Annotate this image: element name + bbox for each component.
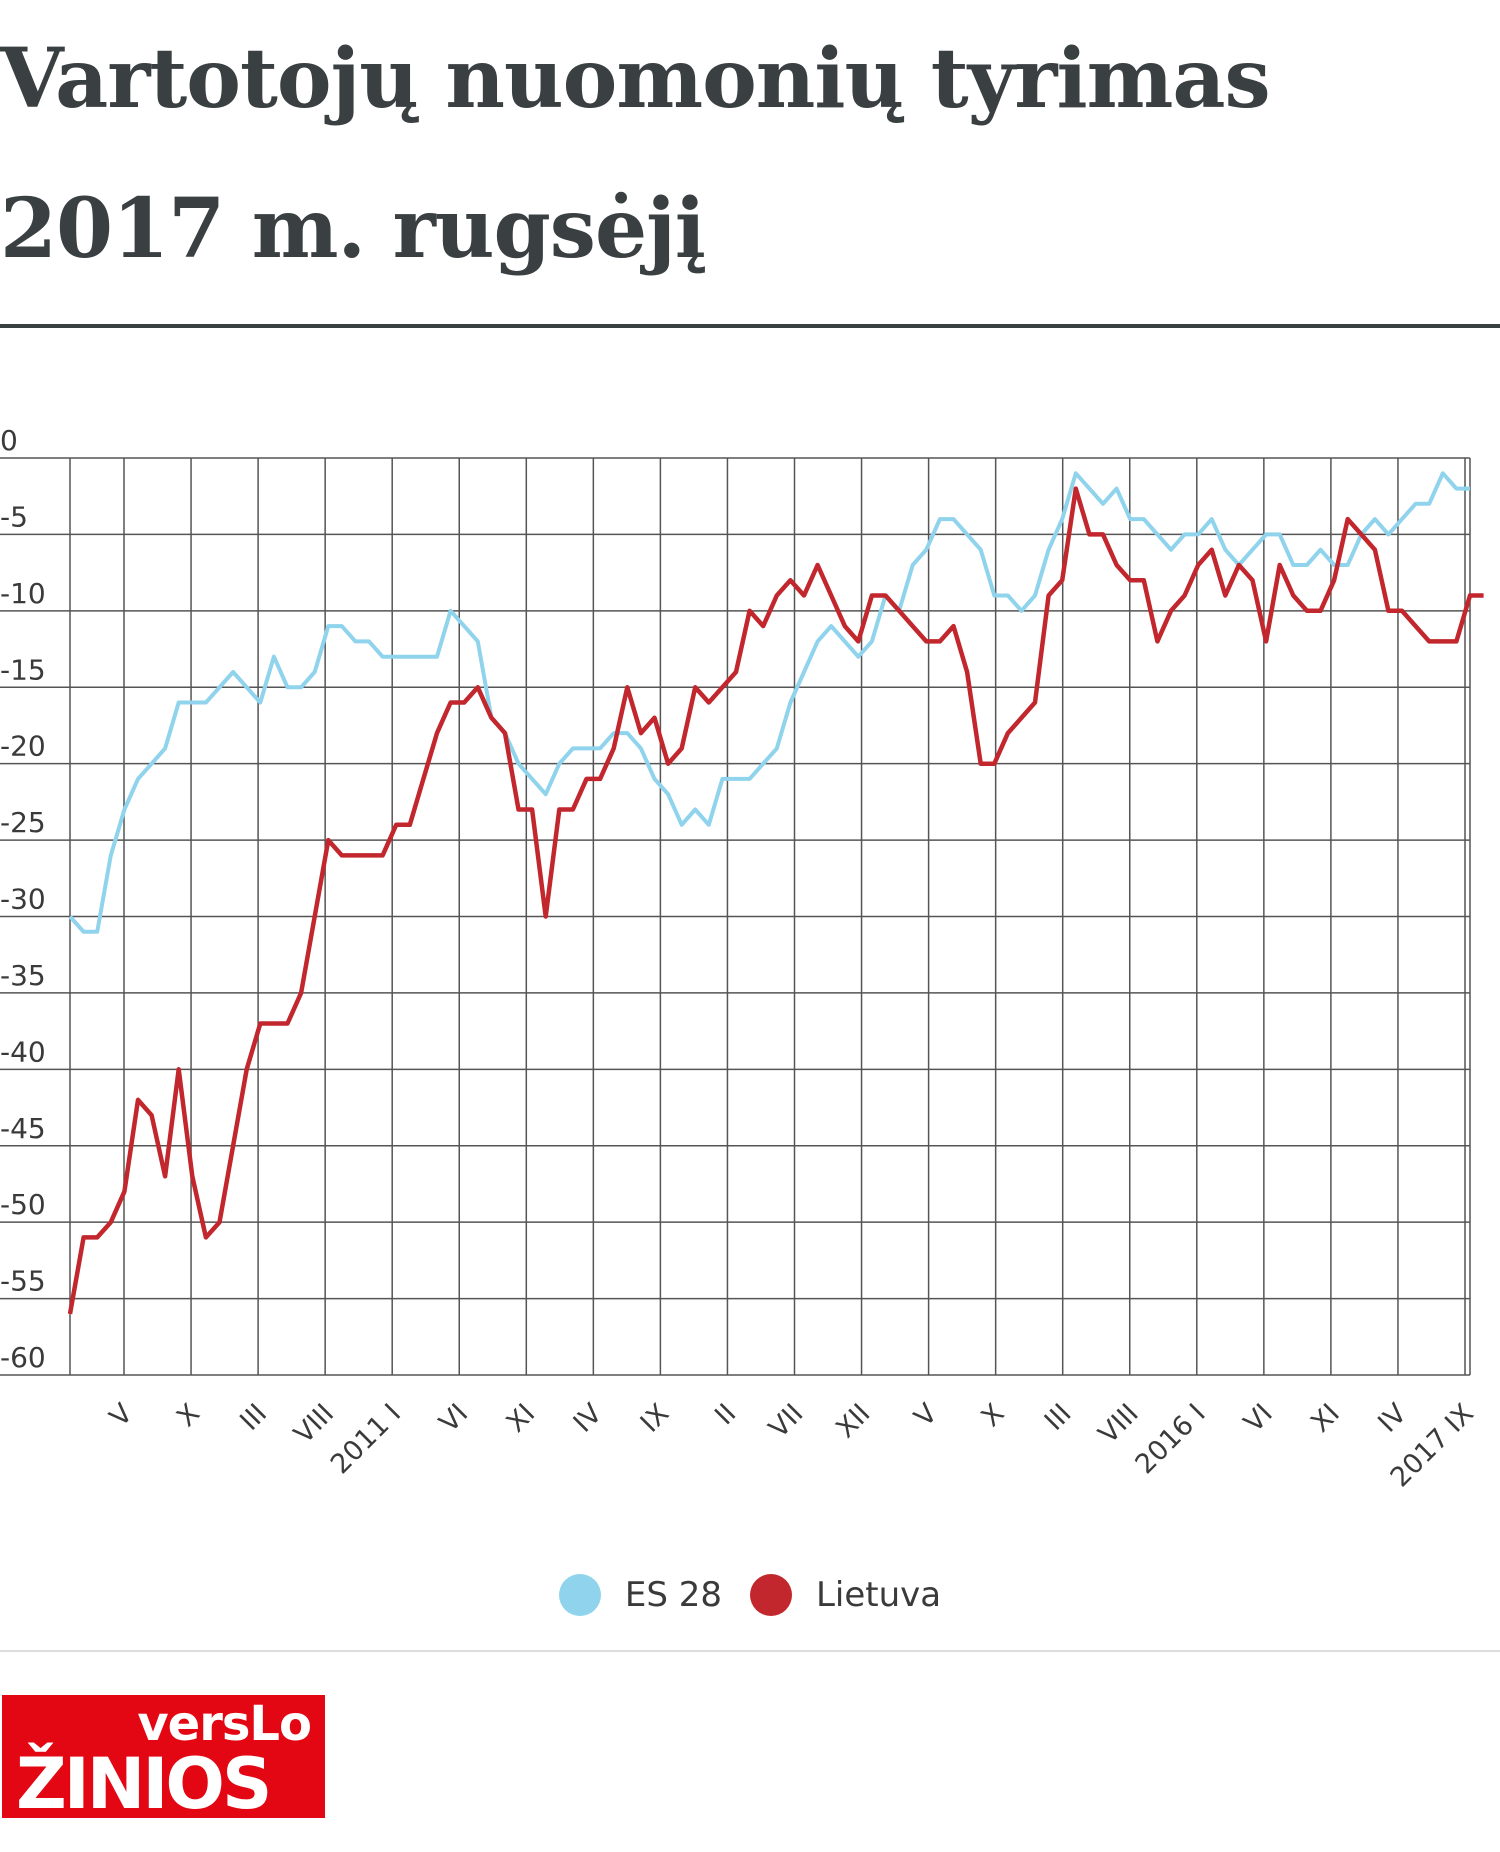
x-tick-label: VII: [763, 1398, 809, 1444]
legend-item-lietuva: Lietuva: [749, 1574, 942, 1616]
y-tick-label: -20: [0, 730, 46, 763]
x-tick-label: VIII: [288, 1398, 340, 1450]
x-tick-label: VI: [1238, 1398, 1279, 1439]
logo-word-bottom: ŽINIOS: [16, 1743, 272, 1825]
x-tick-label: IV: [1372, 1398, 1413, 1439]
horizontal-gridlines: [0, 457, 1470, 1376]
x-tick-label: III: [234, 1398, 273, 1437]
y-tick-label: -60: [0, 1341, 46, 1374]
series-line-lietuva: [67, 486, 1484, 1315]
x-tick-label: V: [909, 1398, 944, 1433]
y-tick-label: -40: [0, 1035, 46, 1068]
chart-title: Vartotojų nuomonių tyrimas 2017 m. rugsė…: [0, 31, 1271, 277]
y-tick-label: -55: [0, 1265, 46, 1298]
x-tick-label: XI: [501, 1398, 542, 1439]
x-tick-label: II: [709, 1398, 742, 1431]
legend-label-es28: ES 28: [624, 1575, 722, 1615]
y-tick-label: 0: [0, 424, 18, 457]
x-tick-label: 2016 I: [1130, 1398, 1212, 1480]
y-tick-label: -15: [0, 653, 46, 686]
legend-item-es28: ES 28: [558, 1574, 722, 1616]
x-tick-label: XI: [1305, 1398, 1346, 1439]
x-tick-label: VIII: [1093, 1398, 1145, 1450]
legend-swatch-es28: [558, 1574, 601, 1616]
legend-swatch-lietuva: [749, 1574, 792, 1616]
y-axis-ticks: 0 -5 -10 -15 -20 -25 -30 -35 -40 -45 -50 -55 -60: [0, 424, 46, 1374]
x-tick-label: VI: [434, 1398, 475, 1439]
y-tick-label: -30: [0, 883, 46, 916]
legend-label-lietuva: Lietuva: [815, 1575, 942, 1615]
footer-divider: [0, 1650, 1500, 1652]
versl-zinios-logo: versLo ŽINIOS: [0, 1693, 327, 1820]
y-tick-label: -10: [0, 577, 46, 610]
legend: ES 28 Lietuva: [0, 1560, 1500, 1630]
logo-word-top: versLo: [137, 1696, 312, 1752]
x-tick-label: V: [104, 1398, 139, 1433]
x-tick-label: X: [171, 1398, 206, 1433]
x-tick-label: IV: [568, 1398, 609, 1439]
y-tick-label: -45: [0, 1112, 46, 1145]
x-tick-label: III: [1039, 1398, 1078, 1437]
y-tick-label: -35: [0, 959, 46, 992]
x-tick-label: XII: [830, 1398, 876, 1444]
series-line-es28: [68, 471, 1470, 934]
x-tick-label: X: [976, 1398, 1011, 1433]
series-lines: [67, 471, 1484, 1315]
x-tick-label: 2011 I: [325, 1398, 407, 1480]
x-tick-label: IX: [635, 1398, 676, 1439]
y-tick-label: -50: [0, 1188, 46, 1221]
title-divider: [0, 324, 1500, 328]
y-tick-label: -5: [0, 500, 28, 533]
y-tick-label: -25: [0, 806, 46, 839]
